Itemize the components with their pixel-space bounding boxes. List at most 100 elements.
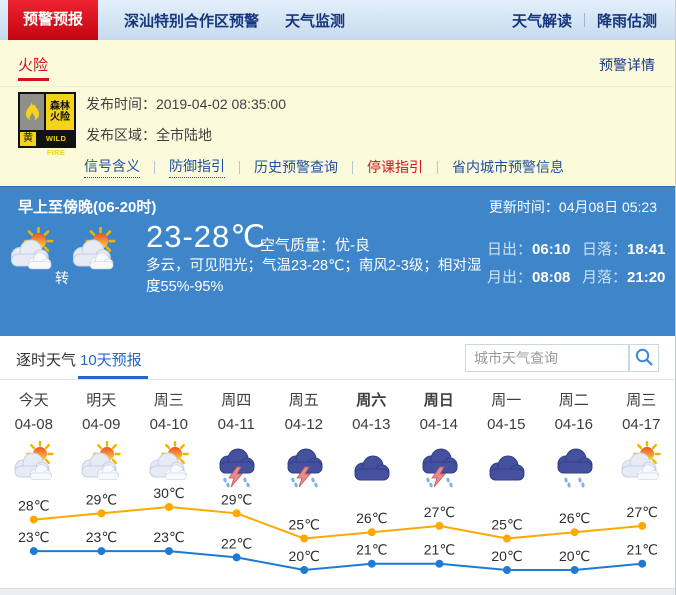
city-weather-search-input[interactable] — [465, 344, 629, 372]
day-date: 04-11 — [217, 416, 255, 433]
svg-text:21℃: 21℃ — [627, 542, 658, 558]
nav-tab-warning-forecast[interactable]: 预警预报 — [8, 0, 99, 40]
partly-cloudy-icon — [68, 226, 120, 279]
svg-text:29℃: 29℃ — [221, 491, 252, 507]
svg-text:26℃: 26℃ — [356, 510, 387, 526]
tab-hourly-weather[interactable]: 逐时天气 — [16, 352, 77, 369]
forest-fire-warning-icon: 森林 火险 黄 WILD FIRE — [18, 92, 76, 157]
day-name: 周四 — [221, 392, 252, 409]
day-name: 周五 — [288, 392, 319, 409]
forecast-day-column: 明天 04-09 — [68, 389, 136, 489]
day-name: 周二 — [558, 392, 589, 409]
weather-description: 多云，可见阳光；气温23-28℃；南风2-3级；相对湿度55%-95% — [146, 258, 482, 295]
footer-strip — [0, 588, 675, 595]
alert-tab-active-underline — [18, 78, 49, 81]
flame-icon — [20, 94, 44, 130]
nav-link-weather-interpretation[interactable]: 天气解读 — [511, 12, 572, 30]
svg-text:23℃: 23℃ — [153, 529, 184, 545]
nav-item-weather-monitoring[interactable]: 天气监测 — [285, 12, 346, 30]
day-date: 04-15 — [487, 416, 526, 433]
svg-text:27℃: 27℃ — [424, 504, 455, 520]
divider — [154, 160, 155, 174]
sunrise-value: 06:10 — [532, 241, 571, 258]
day-name: 周六 — [356, 392, 387, 409]
partly-cloudy-icon — [145, 440, 193, 489]
moonset-value: 21:20 — [627, 269, 666, 286]
alert-details-link[interactable]: 预警详情 — [599, 57, 655, 73]
moonrise-label: 月出： — [487, 269, 533, 286]
svg-text:25℃: 25℃ — [289, 517, 320, 533]
tab-10day-forecast[interactable]: 10天预报 — [80, 352, 142, 369]
divider — [239, 160, 240, 174]
thunderstorm-icon — [212, 441, 260, 489]
svg-text:27℃: 27℃ — [627, 504, 658, 520]
partly-cloudy-icon — [6, 226, 58, 279]
sunset-label: 日落： — [582, 241, 628, 258]
air-quality: 空气质量：优-良 — [260, 237, 371, 254]
forecast-day-column: 今天 04-08 — [0, 389, 68, 489]
cloudy-icon — [482, 441, 530, 489]
forecast-day-column: 周四 04-11 — [203, 389, 271, 489]
sun-moon-times: 日出：06:10 日落：18:41 月出：08:08 月落：21:20 — [487, 238, 665, 287]
alert-link-2[interactable]: 历史预警查询 — [254, 159, 338, 175]
nav-link-rain-estimation[interactable]: 降雨估测 — [596, 12, 657, 30]
ten-day-forecast: 今天 04-08 明天 04-09 周三 04-10 周四 04-11 周五 04-12 … — [0, 389, 675, 489]
day-name: 周日 — [423, 392, 454, 409]
day-date: 04-17 — [622, 416, 661, 433]
divider — [0, 86, 675, 87]
svg-text:30℃: 30℃ — [153, 485, 184, 501]
fire-alert-panel: 火险 预警详情 森林 火险 黄 WILD FIRE 发布时间：2019-04-02… — [0, 40, 675, 186]
svg-text:20℃: 20℃ — [289, 548, 320, 564]
cloudy-icon — [347, 441, 395, 489]
active-tab-underline — [78, 376, 148, 379]
svg-text:28℃: 28℃ — [18, 498, 49, 514]
nav-item-shenshan-zone[interactable]: 深汕特别合作区预警 — [124, 12, 260, 30]
svg-text:29℃: 29℃ — [86, 491, 117, 507]
svg-text:26℃: 26℃ — [559, 510, 590, 526]
alert-link-3[interactable]: 停课指引 — [367, 159, 423, 175]
divider — [583, 13, 585, 27]
thunderstorm-icon — [280, 441, 328, 489]
temperature-range: 23-28℃ — [146, 219, 267, 254]
temperature-chart: 28℃ 29℃ 30℃ 29℃ 25℃ 26℃ 27℃ 25℃ 26℃ 27℃ 23℃ 23℃ 23℃ 2… — [18, 485, 658, 574]
divider — [352, 160, 353, 174]
alert-link-0[interactable]: 信号含义 — [84, 156, 140, 178]
svg-text:21℃: 21℃ — [356, 542, 387, 558]
svg-text:20℃: 20℃ — [559, 548, 590, 564]
moonset-label: 月落： — [582, 269, 628, 286]
day-date: 04-12 — [284, 416, 323, 433]
rain-icon — [550, 441, 598, 489]
day-date: 04-14 — [419, 416, 458, 433]
alert-tab-fire-risk[interactable]: 火险 — [18, 57, 49, 74]
alert-link-4[interactable]: 省内城市预警信息 — [452, 159, 564, 175]
svg-text:23℃: 23℃ — [18, 529, 49, 545]
day-date: 04-13 — [352, 416, 391, 433]
forecast-day-column: 周日 04-14 — [405, 389, 473, 489]
divider — [437, 160, 438, 174]
svg-text:22℃: 22℃ — [221, 535, 252, 551]
forecast-day-column: 周三 04-17 — [608, 389, 676, 489]
moonrise-value: 08:08 — [532, 269, 571, 286]
update-time: 更新时间：04月08日 05:23 — [488, 199, 657, 215]
badge-level: 黄 — [20, 132, 36, 146]
badge-name: 森林 火险 — [46, 94, 74, 130]
current-weather-panel: 早上至傍晚(06-20时) 更新时间：04月08日 05:23 转 23-28℃… — [0, 186, 675, 336]
alert-link-1[interactable]: 防御指引 — [169, 156, 225, 178]
day-date: 04-08 — [14, 416, 53, 433]
forecast-day-column: 周六 04-13 — [338, 389, 406, 489]
search-button[interactable] — [629, 344, 659, 372]
sunset-value: 18:41 — [627, 241, 666, 258]
forecast-day-column: 周一 04-15 — [473, 389, 541, 489]
publish-time-value: 2019-04-02 08:35:00 — [156, 96, 286, 112]
forecast-day-column: 周五 04-12 — [270, 389, 338, 489]
thunderstorm-icon — [415, 441, 463, 489]
partly-cloudy-icon — [10, 440, 58, 489]
svg-text:23℃: 23℃ — [86, 529, 117, 545]
day-name: 周一 — [491, 392, 522, 409]
partly-cloudy-icon — [77, 440, 125, 489]
day-name: 周三 — [626, 392, 657, 409]
day-name: 明天 — [86, 392, 117, 409]
transition-label: 转 — [55, 270, 69, 286]
forecast-day-column: 周二 04-16 — [540, 389, 608, 489]
